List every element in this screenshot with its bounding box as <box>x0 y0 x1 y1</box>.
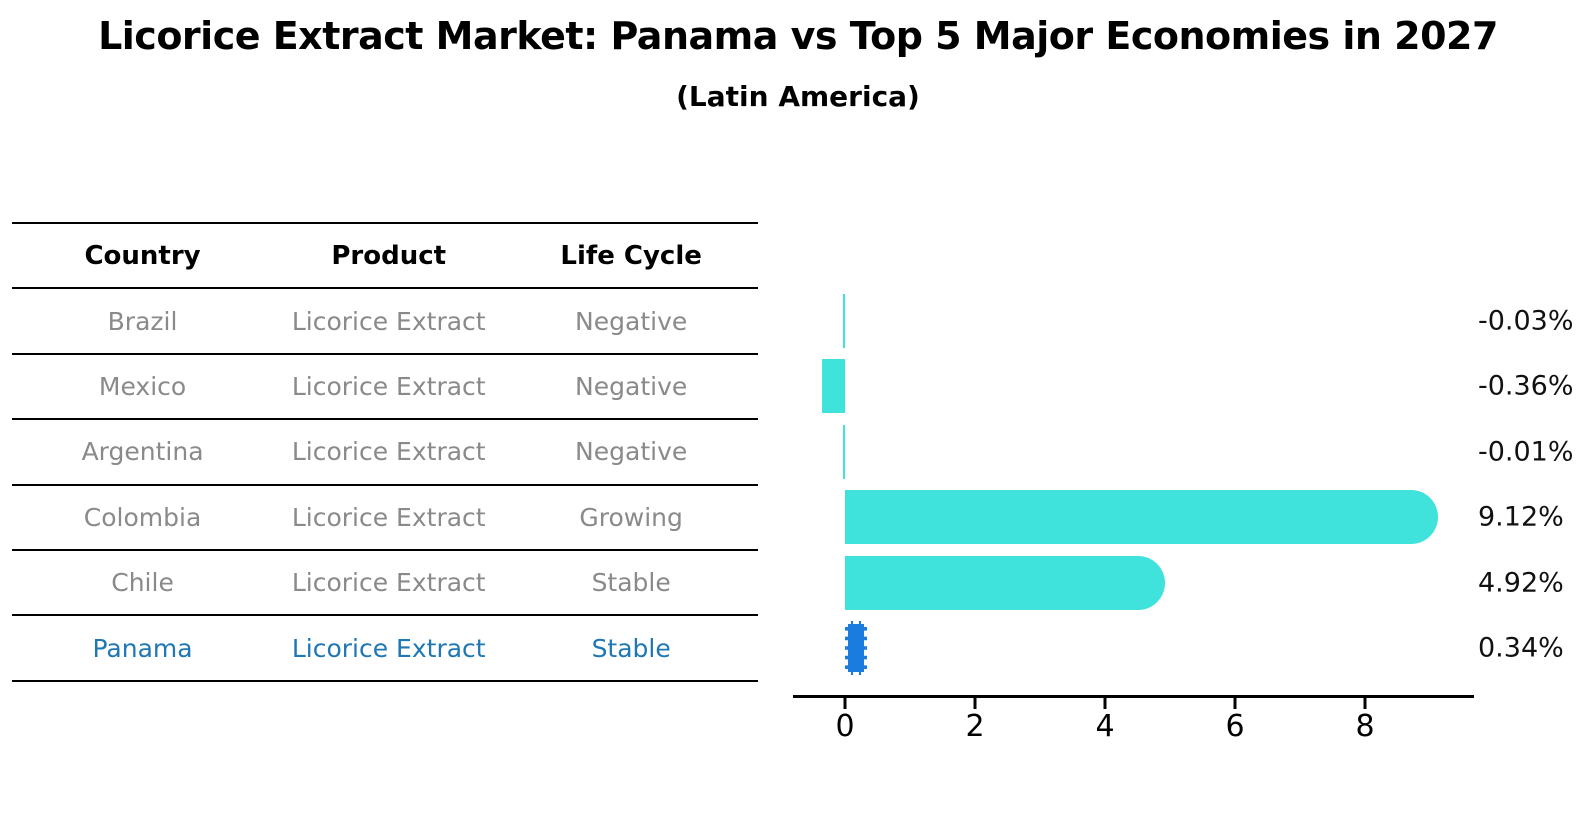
cell-product: Licorice Extract <box>291 371 486 401</box>
cell-country: Brazil <box>107 306 178 336</box>
x-axis-line <box>793 695 1474 698</box>
x-axis-tick-label-6: 6 <box>1225 709 1245 744</box>
value-label-chile: 4.92% <box>1478 567 1564 598</box>
value-label-colombia: 9.12% <box>1478 501 1564 533</box>
value-label-brazil: -0.03% <box>1478 305 1574 336</box>
bar-chile <box>845 555 1165 610</box>
x-axis-tick-label-2: 2 <box>965 709 985 744</box>
cell-product: Licorice Extract <box>291 568 486 598</box>
cell-country: Mexico <box>98 371 187 401</box>
cell-life-cycle: Stable <box>591 633 671 663</box>
value-label-argentina: -0.01% <box>1478 436 1574 467</box>
x-axis-tick-label-8: 8 <box>1355 709 1375 744</box>
bar-mexico <box>821 359 845 413</box>
table-row: Colombia Licorice Extract Growing <box>12 486 758 551</box>
cell-country: Chile <box>111 568 174 598</box>
x-axis-tick-label-0: 0 <box>835 709 855 744</box>
value-label-mexico: -0.36% <box>1478 370 1574 402</box>
table-row: Brazil Licorice Extract Negative <box>12 289 758 355</box>
x-axis-tick-8 <box>1363 695 1367 709</box>
cell-life-cycle: Negative <box>575 371 688 401</box>
x-axis-tick-0 <box>843 695 847 709</box>
bar-panama <box>845 621 868 675</box>
country-table: Country Product Life Cycle Brazil Licori… <box>12 222 758 682</box>
cell-product: Licorice Extract <box>291 437 486 467</box>
cell-country: Colombia <box>83 502 202 532</box>
table-row-panama: Panama Licorice Extract Stable <box>12 616 758 682</box>
bar-argentina <box>843 424 845 479</box>
cell-life-cycle: Stable <box>591 568 671 598</box>
cell-product: Licorice Extract <box>291 502 486 532</box>
table-row: Chile Licorice Extract Stable <box>12 551 758 617</box>
page-title: Licorice Extract Market: Panama vs Top 5… <box>98 14 1498 58</box>
page-subtitle: (Latin America) <box>676 80 920 113</box>
x-axis-tick-label-4: 4 <box>1095 709 1115 744</box>
cell-product: Licorice Extract <box>291 633 486 663</box>
value-label-panama: 0.34% <box>1478 632 1564 664</box>
column-header-country: Country <box>84 240 201 271</box>
bar-brazil <box>843 293 845 348</box>
cell-product: Licorice Extract <box>291 306 486 336</box>
x-axis-tick-2 <box>973 695 977 709</box>
cell-life-cycle: Growing <box>579 502 683 532</box>
table-row: Argentina Licorice Extract Negative <box>12 420 758 486</box>
table-header-row: Country Product Life Cycle <box>12 224 758 290</box>
cell-country: Panama <box>92 633 193 663</box>
table-row: Mexico Licorice Extract Negative <box>12 355 758 421</box>
column-header-product: Product <box>331 240 447 271</box>
bar-colombia <box>845 490 1438 544</box>
cell-life-cycle: Negative <box>575 306 688 336</box>
x-axis-tick-6 <box>1233 695 1237 709</box>
cell-life-cycle: Negative <box>575 437 688 467</box>
cell-country: Argentina <box>81 437 204 467</box>
x-axis-tick-4 <box>1103 695 1107 709</box>
column-header-life-cycle: Life Cycle <box>560 240 702 271</box>
